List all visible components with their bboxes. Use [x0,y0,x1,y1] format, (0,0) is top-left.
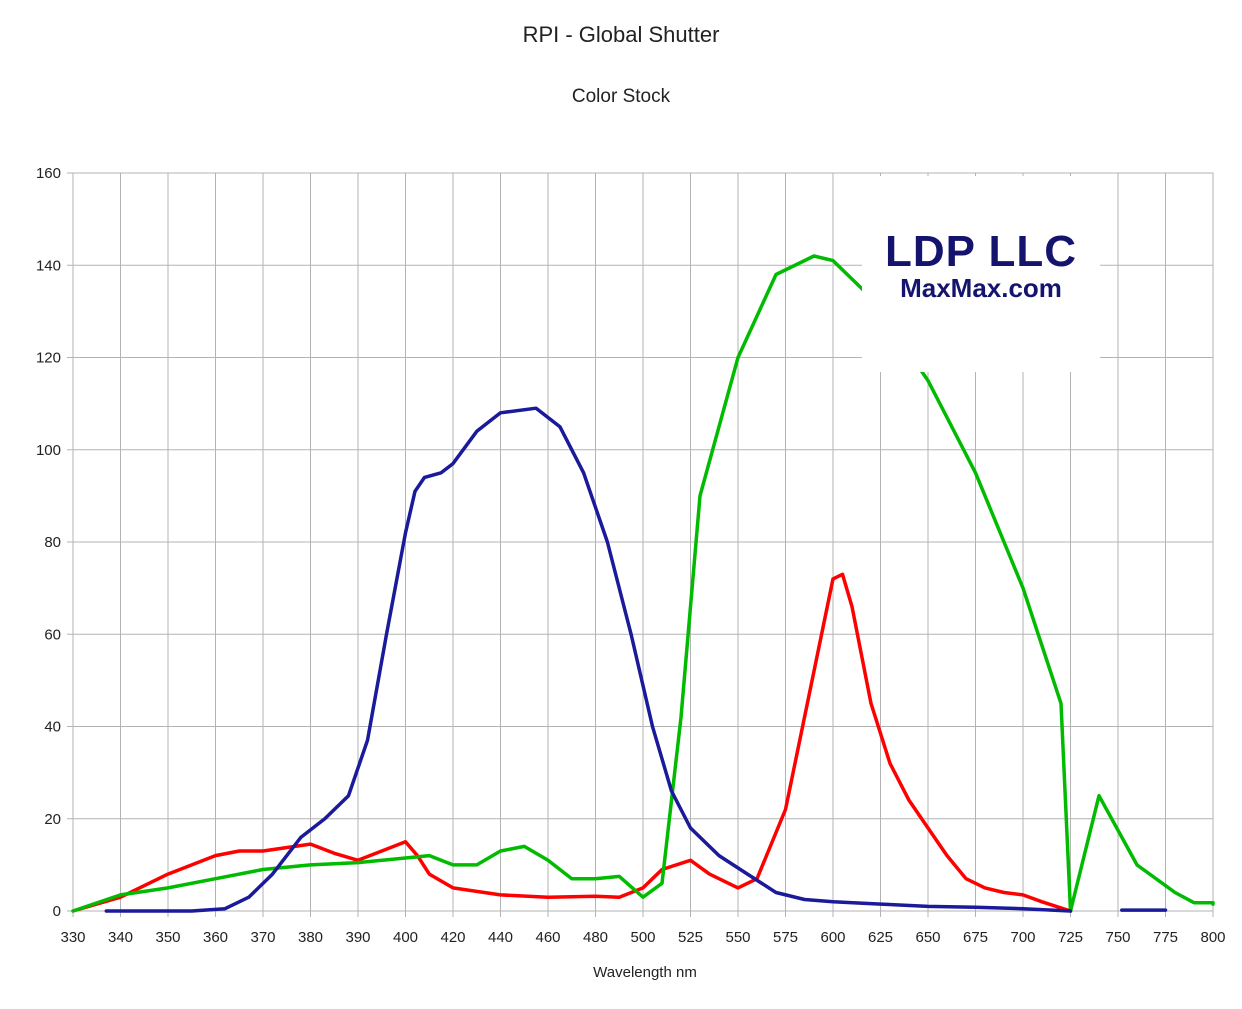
chart-title: RPI - Global Shutter [522,22,720,47]
x-tick-label: 360 [203,929,228,946]
y-tick-label: 120 [36,350,61,367]
y-tick-label: 40 [44,719,61,736]
x-tick-label: 625 [868,929,893,946]
x-tick-label: 400 [393,929,418,946]
y-tick-label: 60 [44,626,61,643]
series-line-0 [71,572,1073,913]
x-axis: 330 340 350 360 370 380 390 400 420 440 460 480 500 5… [60,911,1226,946]
x-tick-label: 550 [725,929,750,946]
series-line-2 [104,406,1073,913]
x-tick-label: 725 [1058,929,1083,946]
y-tick-label: 80 [44,534,61,551]
x-tick-label: 700 [1010,929,1035,946]
watermark-logo: LDP LLC MaxMax.com [862,176,1100,372]
x-axis-title: Wavelength nm [593,964,697,981]
x-tick-label: 500 [630,929,655,946]
x-tick-label: 480 [583,929,608,946]
x-tick-label: 525 [678,929,703,946]
x-tick-label: 330 [60,929,85,946]
x-tick-label: 675 [963,929,988,946]
x-tick-label: 575 [773,929,798,946]
y-axis: 0 20 40 60 80 100 120 140 160 [36,165,73,920]
x-tick-label: 775 [1153,929,1178,946]
x-tick-label: 600 [820,929,845,946]
y-tick-label: 100 [36,442,61,459]
x-tick-label: 390 [345,929,370,946]
x-tick-label: 440 [488,929,513,946]
watermark-company: LDP LLC [885,227,1077,276]
y-tick-label: 20 [44,811,61,828]
x-tick-label: 370 [250,929,275,946]
y-tick-label: 160 [36,165,61,182]
y-tick-label: 0 [53,903,61,920]
x-tick-label: 800 [1200,929,1225,946]
x-tick-label: 420 [440,929,465,946]
x-tick-label: 380 [298,929,323,946]
watermark-website: MaxMax.com [900,273,1062,303]
x-tick-label: 350 [155,929,180,946]
x-tick-label: 460 [535,929,560,946]
x-tick-label: 340 [108,929,133,946]
chart-subtitle: Color Stock [571,86,671,107]
x-tick-label: 650 [915,929,940,946]
y-tick-label: 140 [36,257,61,274]
x-tick-label: 750 [1105,929,1130,946]
series-lines [71,254,1215,913]
